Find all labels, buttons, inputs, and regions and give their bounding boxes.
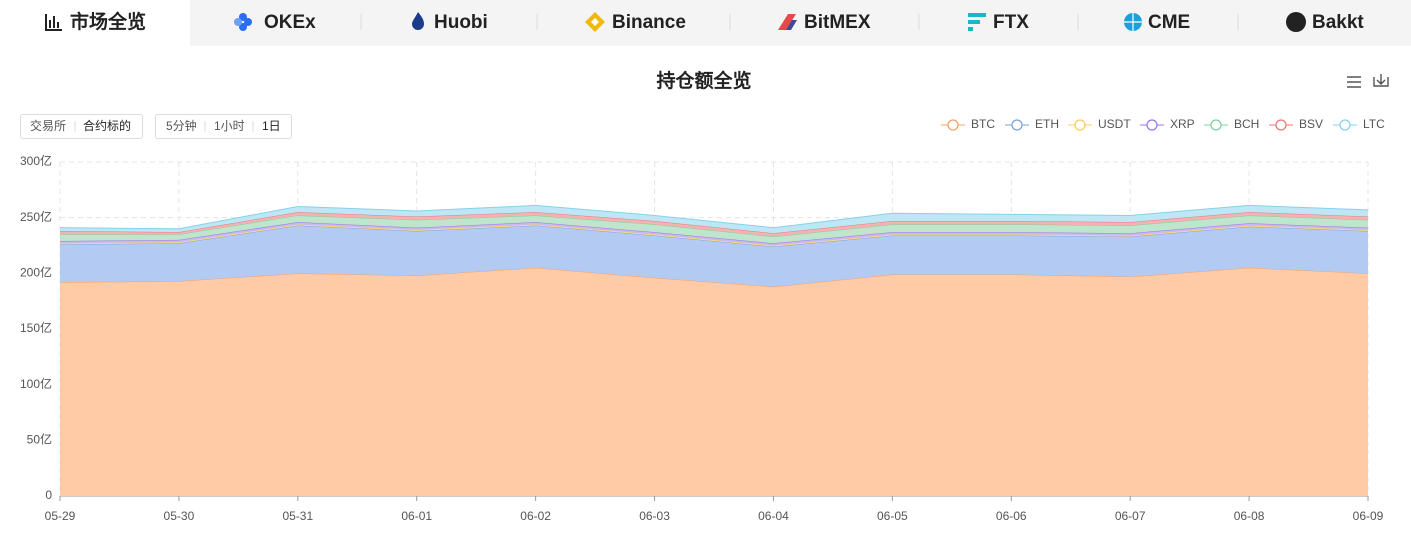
y-tick-label: 50亿: [27, 432, 52, 447]
legend-swatch[interactable]: [1210, 119, 1222, 131]
x-tick-label: 06-03: [639, 509, 670, 523]
y-tick-label: 250亿: [20, 209, 52, 224]
filter-option[interactable]: 交易所: [30, 118, 66, 133]
x-tick-label: 05-30: [164, 509, 195, 523]
x-tick-label: 06-07: [1115, 509, 1146, 523]
legend-swatch[interactable]: [1275, 119, 1287, 131]
area-line: [59, 204, 1369, 230]
x-tick-label: 06-08: [1234, 509, 1265, 523]
legend-swatch[interactable]: [1011, 119, 1023, 131]
tab-label[interactable]: OKEx: [264, 12, 316, 33]
legend-label[interactable]: XRP: [1170, 117, 1195, 131]
y-tick-label: 200亿: [20, 265, 52, 280]
toolbar-icons[interactable]: [1347, 74, 1389, 88]
tab-label[interactable]: BitMEX: [804, 12, 871, 33]
x-tick-label: 05-29: [45, 509, 76, 523]
tab-dividers: [360, 14, 1239, 30]
filter-option[interactable]: 5分钟: [166, 118, 197, 133]
filter-option[interactable]: 合约标的: [83, 118, 131, 133]
area-fill: [60, 215, 1368, 244]
area-fill: [60, 205, 1368, 234]
area-fill: [60, 222, 1368, 246]
area-fill: [60, 267, 1368, 496]
chart-title: 持仓额全览: [656, 69, 751, 92]
x-tick-label: 06-02: [520, 509, 551, 523]
scope-toggle[interactable]: [20, 114, 143, 139]
tab-label[interactable]: FTX: [993, 12, 1029, 33]
filter-option[interactable]: 1日: [262, 119, 281, 133]
x-tick-label: 06-09: [1353, 509, 1384, 523]
x-tick-label: 06-05: [877, 509, 908, 523]
area-fill: [60, 212, 1368, 237]
legend-swatch[interactable]: [1074, 119, 1086, 131]
tab-label[interactable]: 市场全览: [70, 10, 146, 33]
x-tick-label: 06-01: [401, 509, 432, 523]
y-tick-label: 150亿: [20, 320, 52, 335]
legend-label[interactable]: BSV: [1299, 117, 1323, 131]
tab-label[interactable]: Binance: [612, 12, 686, 33]
area-fill: [60, 225, 1368, 287]
legend-swatch[interactable]: [947, 119, 959, 131]
legend-label[interactable]: BCH: [1234, 117, 1259, 131]
y-tick-label: 300亿: [20, 153, 52, 168]
legend-label[interactable]: ETH: [1035, 117, 1059, 131]
filter-option[interactable]: 1小时: [214, 119, 245, 133]
active-tab-bg: [0, 0, 190, 46]
legend-label[interactable]: BTC: [971, 117, 995, 131]
tab-label[interactable]: CME: [1148, 12, 1190, 33]
x-tick-label: 06-06: [996, 509, 1027, 523]
tab-bar: [0, 0, 1411, 46]
legend-label[interactable]: LTC: [1363, 117, 1385, 131]
tab-label[interactable]: Huobi: [434, 12, 488, 33]
x-tick-label: 05-31: [282, 509, 313, 523]
y-tick-label: 0: [45, 488, 52, 502]
y-tick-label: 100亿: [20, 376, 52, 391]
interval-toggle[interactable]: [155, 114, 292, 139]
x-tick-label: 06-04: [758, 509, 789, 523]
legend-swatch[interactable]: [1339, 119, 1351, 131]
tab-label[interactable]: Bakkt: [1312, 12, 1364, 33]
tab-icons: [45, 12, 1306, 32]
legend-label[interactable]: USDT: [1098, 117, 1131, 131]
legend-swatch[interactable]: [1146, 119, 1158, 131]
